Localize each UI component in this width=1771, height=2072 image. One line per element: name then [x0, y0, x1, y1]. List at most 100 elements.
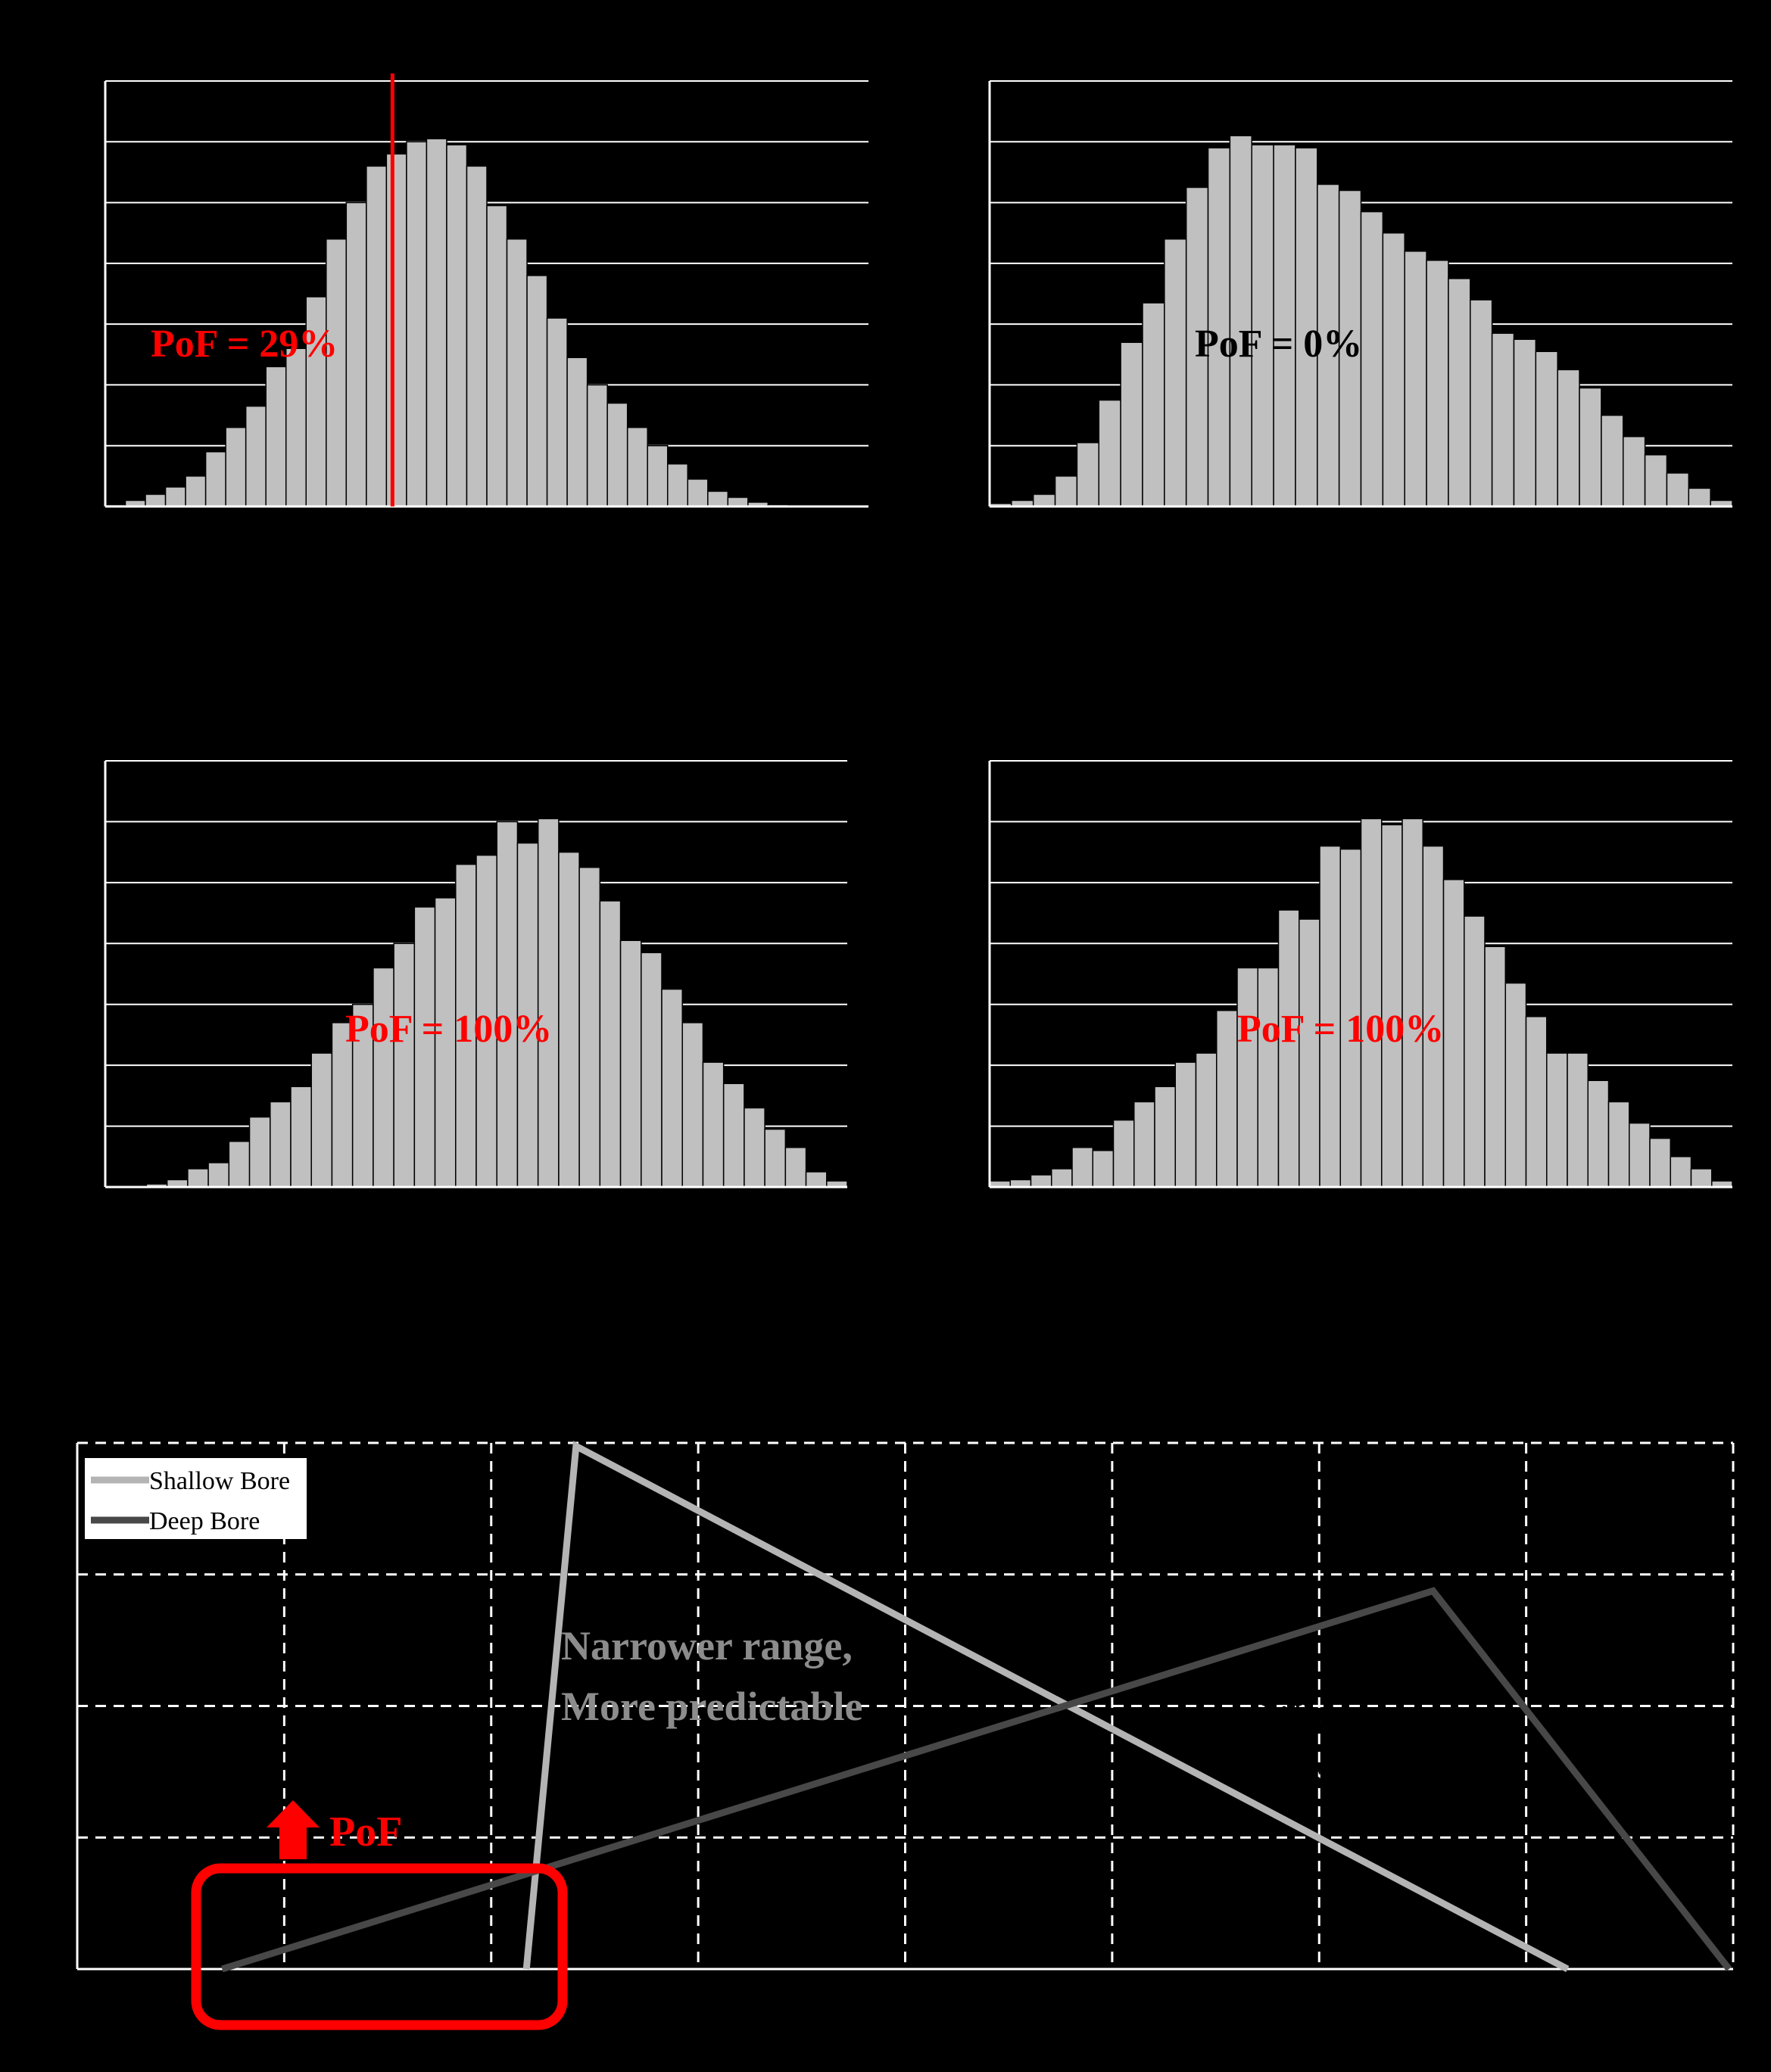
histogram-bar: [373, 967, 394, 1188]
histogram-bar: [1360, 818, 1383, 1188]
histogram-bar: [1442, 879, 1465, 1188]
arrow-up-icon: [267, 1800, 320, 1859]
histogram-bar: [1579, 387, 1602, 507]
histogram-bar: [1484, 946, 1506, 1188]
histogram-bar: [1690, 1168, 1713, 1188]
pof-annotation: PoF = 100%: [345, 1008, 552, 1051]
histogram-bar: [164, 486, 186, 507]
histogram-bar: [187, 1168, 209, 1188]
histogram-bar: [641, 952, 663, 1188]
histogram-bar: [1229, 135, 1252, 507]
histogram-bar: [687, 478, 709, 507]
histogram-bar: [1360, 210, 1384, 507]
histogram-bar: [1670, 1156, 1692, 1188]
histogram-bar: [1251, 144, 1274, 507]
histogram-bar: [626, 426, 648, 507]
histogram-bar: [1491, 332, 1515, 507]
histogram-bar: [1164, 238, 1187, 507]
histogram-bar: [537, 818, 560, 1188]
histogram-top-left: PoF = 29%: [104, 73, 868, 508]
histogram-bar: [647, 444, 669, 507]
histogram-bar: [1236, 967, 1258, 1188]
histogram-bar: [578, 867, 601, 1188]
dashed-gridlines: [77, 1441, 1735, 1969]
histogram-bar: [1071, 1146, 1093, 1188]
annotation-line: Less predictable: [1261, 1752, 1546, 1797]
histogram-bar: [1142, 302, 1165, 507]
histogram-bar: [1381, 824, 1403, 1188]
histogram-bar: [345, 201, 367, 507]
histogram-bar: [1051, 1168, 1073, 1188]
histogram-bar: [1404, 251, 1427, 507]
histogram-bar: [305, 296, 327, 507]
histogram-bar: [1567, 1052, 1589, 1188]
histogram-bar: [1470, 299, 1493, 507]
histogram-bar: [1546, 1052, 1568, 1188]
legend: Shallow Bore Deep Bore: [85, 1458, 307, 1539]
histogram-bar: [661, 988, 683, 1188]
histogram-bar: [619, 939, 642, 1188]
histogram-bar: [326, 238, 348, 507]
histogram-bar: [1174, 1061, 1197, 1188]
legend-label-shallow-bore: Shallow Bore: [149, 1467, 290, 1495]
series-line-deep-bore: [221, 1587, 1732, 1973]
histogram-bar: [1154, 1086, 1176, 1188]
histogram-top-right: PoF = 0%: [988, 80, 1733, 508]
pof-highlight-box: [191, 1863, 568, 2030]
histogram-bar: [1587, 1080, 1610, 1188]
histogram-bar: [204, 450, 226, 507]
histogram-bar: [290, 1086, 312, 1188]
histogram-bar: [1629, 1122, 1651, 1188]
legend-box: [85, 1458, 307, 1539]
series-lines: [221, 1441, 1732, 1973]
histogram-bar: [606, 402, 628, 507]
histogram-bar: [681, 1022, 704, 1188]
histogram-bottom-right: PoF = 100%: [988, 760, 1733, 1189]
histogram-bar: [1535, 351, 1558, 507]
histogram-bar: [744, 1107, 765, 1188]
histogram-bar: [265, 366, 287, 507]
histogram-bar: [805, 1171, 828, 1188]
histogram-bar: [270, 1101, 292, 1188]
histogram-bar: [1644, 454, 1668, 507]
legend-label-deep-bore: Deep Bore: [149, 1507, 260, 1535]
histogram-bar: [406, 141, 428, 507]
histogram-bar: [455, 863, 477, 1188]
histogram-bar: [207, 1162, 230, 1188]
annotation-narrower-range: Narrower range, More predictable: [561, 1623, 862, 1729]
histogram-bars: [104, 138, 809, 507]
series-line-shallow-bore: [522, 1441, 1570, 1972]
histogram-bar: [1216, 1010, 1238, 1188]
histogram-bar: [145, 494, 167, 507]
histogram-bar: [1112, 1119, 1135, 1188]
histogram-bar: [1649, 1137, 1671, 1188]
pof-arrow-label: PoF: [329, 1809, 402, 1855]
histogram-bar: [1054, 475, 1078, 507]
histogram-bar: [784, 1146, 807, 1188]
histogram-bar: [228, 1140, 251, 1188]
histogram-bar: [366, 165, 388, 507]
annotation-wider-range: Wider range, Less predictable: [1261, 1694, 1546, 1797]
histogram-bar: [1076, 441, 1100, 507]
pof-annotation: PoF = 29%: [151, 322, 338, 366]
histogram-bar: [1448, 278, 1471, 507]
histogram-bar: [248, 1116, 271, 1188]
histogram-bar: [516, 842, 539, 1188]
histogram-bar: [1504, 982, 1527, 1188]
histogram-bar: [393, 943, 416, 1188]
histogram-bar: [285, 347, 307, 507]
histogram-bar: [1339, 848, 1362, 1188]
pof-annotation: PoF = 100%: [1237, 1008, 1444, 1051]
histogram-bar: [526, 275, 548, 507]
histogram-bar: [566, 357, 588, 507]
histogram-bars: [989, 135, 1733, 507]
histogram-bar: [1185, 186, 1209, 507]
histogram-bar: [546, 317, 568, 507]
histogram-bar: [486, 204, 508, 507]
histogram-bar: [310, 1052, 333, 1188]
histogram-bar: [1513, 338, 1537, 507]
histogram-bar: [1426, 260, 1449, 507]
histogram-bar: [1098, 399, 1121, 507]
histogram-bar: [1257, 967, 1280, 1188]
histogram-bar: [1133, 1101, 1155, 1188]
